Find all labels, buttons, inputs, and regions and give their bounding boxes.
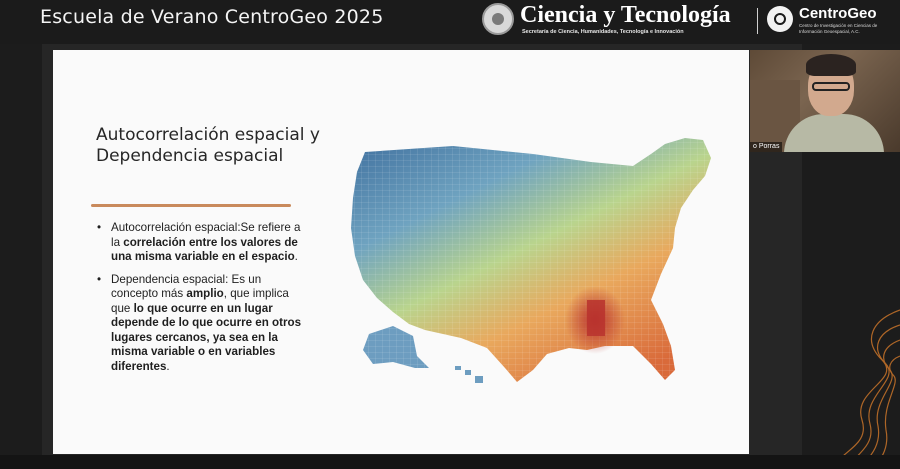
bullet-text: Autocorrelación espacial:Se refiere a la… — [111, 221, 301, 263]
bullet-item: • Autocorrelación espacial:Se refiere a … — [97, 221, 302, 265]
hawaii — [455, 366, 483, 383]
bullet-dot-icon: • — [97, 221, 102, 234]
event-title: Escuela de Verano CentroGeo 2025 — [40, 6, 384, 28]
participant-hair — [806, 54, 856, 76]
map-svg — [351, 138, 711, 383]
participant-video[interactable]: o Porras — [750, 50, 900, 152]
brand-subtitle: Secretaría de Ciencia, Humanidades, Tecn… — [522, 29, 684, 35]
us-county-choropleth-map — [333, 124, 733, 394]
alaska — [363, 326, 429, 368]
title-underline — [91, 204, 291, 207]
brand-title: Ciencia y Tecnología — [520, 2, 731, 28]
bullet-list: • Autocorrelación espacial:Se refiere a … — [97, 221, 302, 382]
centrogeo-logo-icon — [767, 6, 793, 32]
participant-name-label: o Porras — [750, 142, 783, 152]
government-seal-icon — [482, 3, 514, 35]
contiguous-us — [351, 138, 711, 382]
slide-title: Autocorrelación espacial y Dependencia e… — [96, 125, 320, 166]
event-header: Escuela de Verano CentroGeo 2025 Ciencia… — [0, 0, 900, 44]
bullet-item: • Dependencia espacial: Es un concepto m… — [97, 273, 302, 375]
glasses-icon — [812, 82, 850, 91]
decorative-contour-graphic — [831, 309, 900, 469]
brand-divider — [757, 8, 758, 34]
bottom-strip — [0, 455, 900, 469]
org-name: CentroGeo — [799, 5, 877, 22]
bullet-dot-icon: • — [97, 272, 102, 286]
presentation-slide: Autocorrelación espacial y Dependencia e… — [53, 50, 749, 454]
bullet-text: Dependencia espacial: Es un concepto más… — [111, 272, 302, 373]
org-subtitle: Centro de Investigación en Ciencias de I… — [799, 23, 878, 34]
